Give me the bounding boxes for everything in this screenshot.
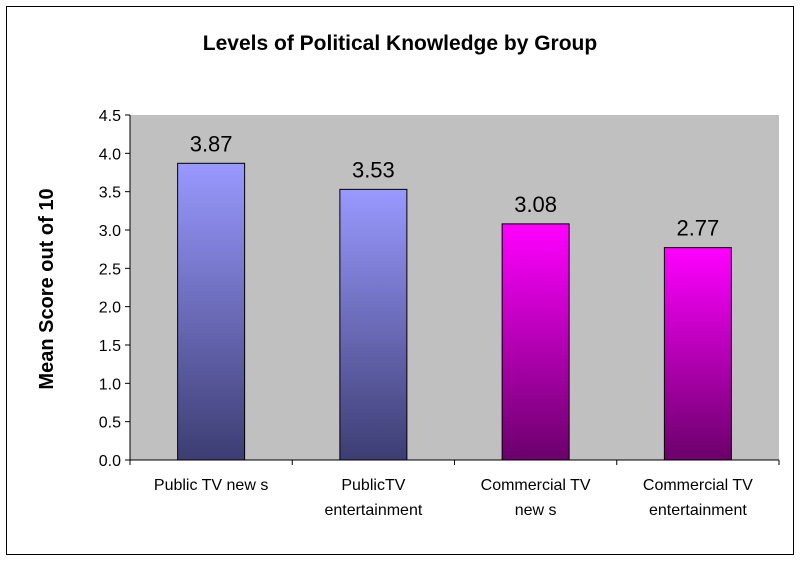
y-tick-label: 4.5: [99, 108, 121, 125]
y-tick-label: 3.5: [99, 185, 121, 202]
data-label: 3.08: [514, 192, 557, 217]
y-tick-label: 0.0: [99, 453, 121, 470]
y-tick-label: 0.5: [99, 415, 121, 432]
data-label: 3.53: [352, 157, 395, 182]
value-labels: 3.87 3.53 3.08 2.77: [190, 131, 720, 240]
bar: [663, 247, 732, 461]
data-label: 3.87: [190, 131, 233, 156]
y-tick-label: 4.0: [99, 146, 121, 163]
y-tick-label: 2.0: [99, 300, 121, 317]
bar: [177, 162, 246, 461]
y-tick-label: 1.5: [99, 338, 121, 355]
y-axis-title: Mean Score out of 10: [36, 188, 58, 389]
x-category-label: Public TV new s: [154, 477, 268, 494]
y-tick-label: 1.0: [99, 376, 121, 393]
bar: [501, 223, 570, 461]
x-category-label: PublicTV: [341, 477, 405, 494]
x-category-label: entertainment: [649, 502, 747, 519]
x-category-label: Commercial TV: [643, 477, 753, 494]
bars-group: [177, 162, 732, 461]
x-category-label: Commercial TV: [481, 477, 591, 494]
x-axis: Public TV new s PublicTV entertainment Comm…: [129, 459, 780, 519]
y-axis: 0.0 0.5 1.0 1.5 2.0 2.5 3.0 3.5 4.0 4.5: [99, 108, 131, 470]
x-category-label: new s: [515, 502, 557, 519]
chart-title: Levels of Political Knowledge by Group: [203, 32, 597, 55]
x-category-label: entertainment: [324, 502, 422, 519]
y-tick-label: 3.0: [99, 223, 121, 240]
y-tick-label: 2.5: [99, 261, 121, 278]
bar: [339, 188, 408, 461]
data-label: 2.77: [676, 216, 719, 241]
